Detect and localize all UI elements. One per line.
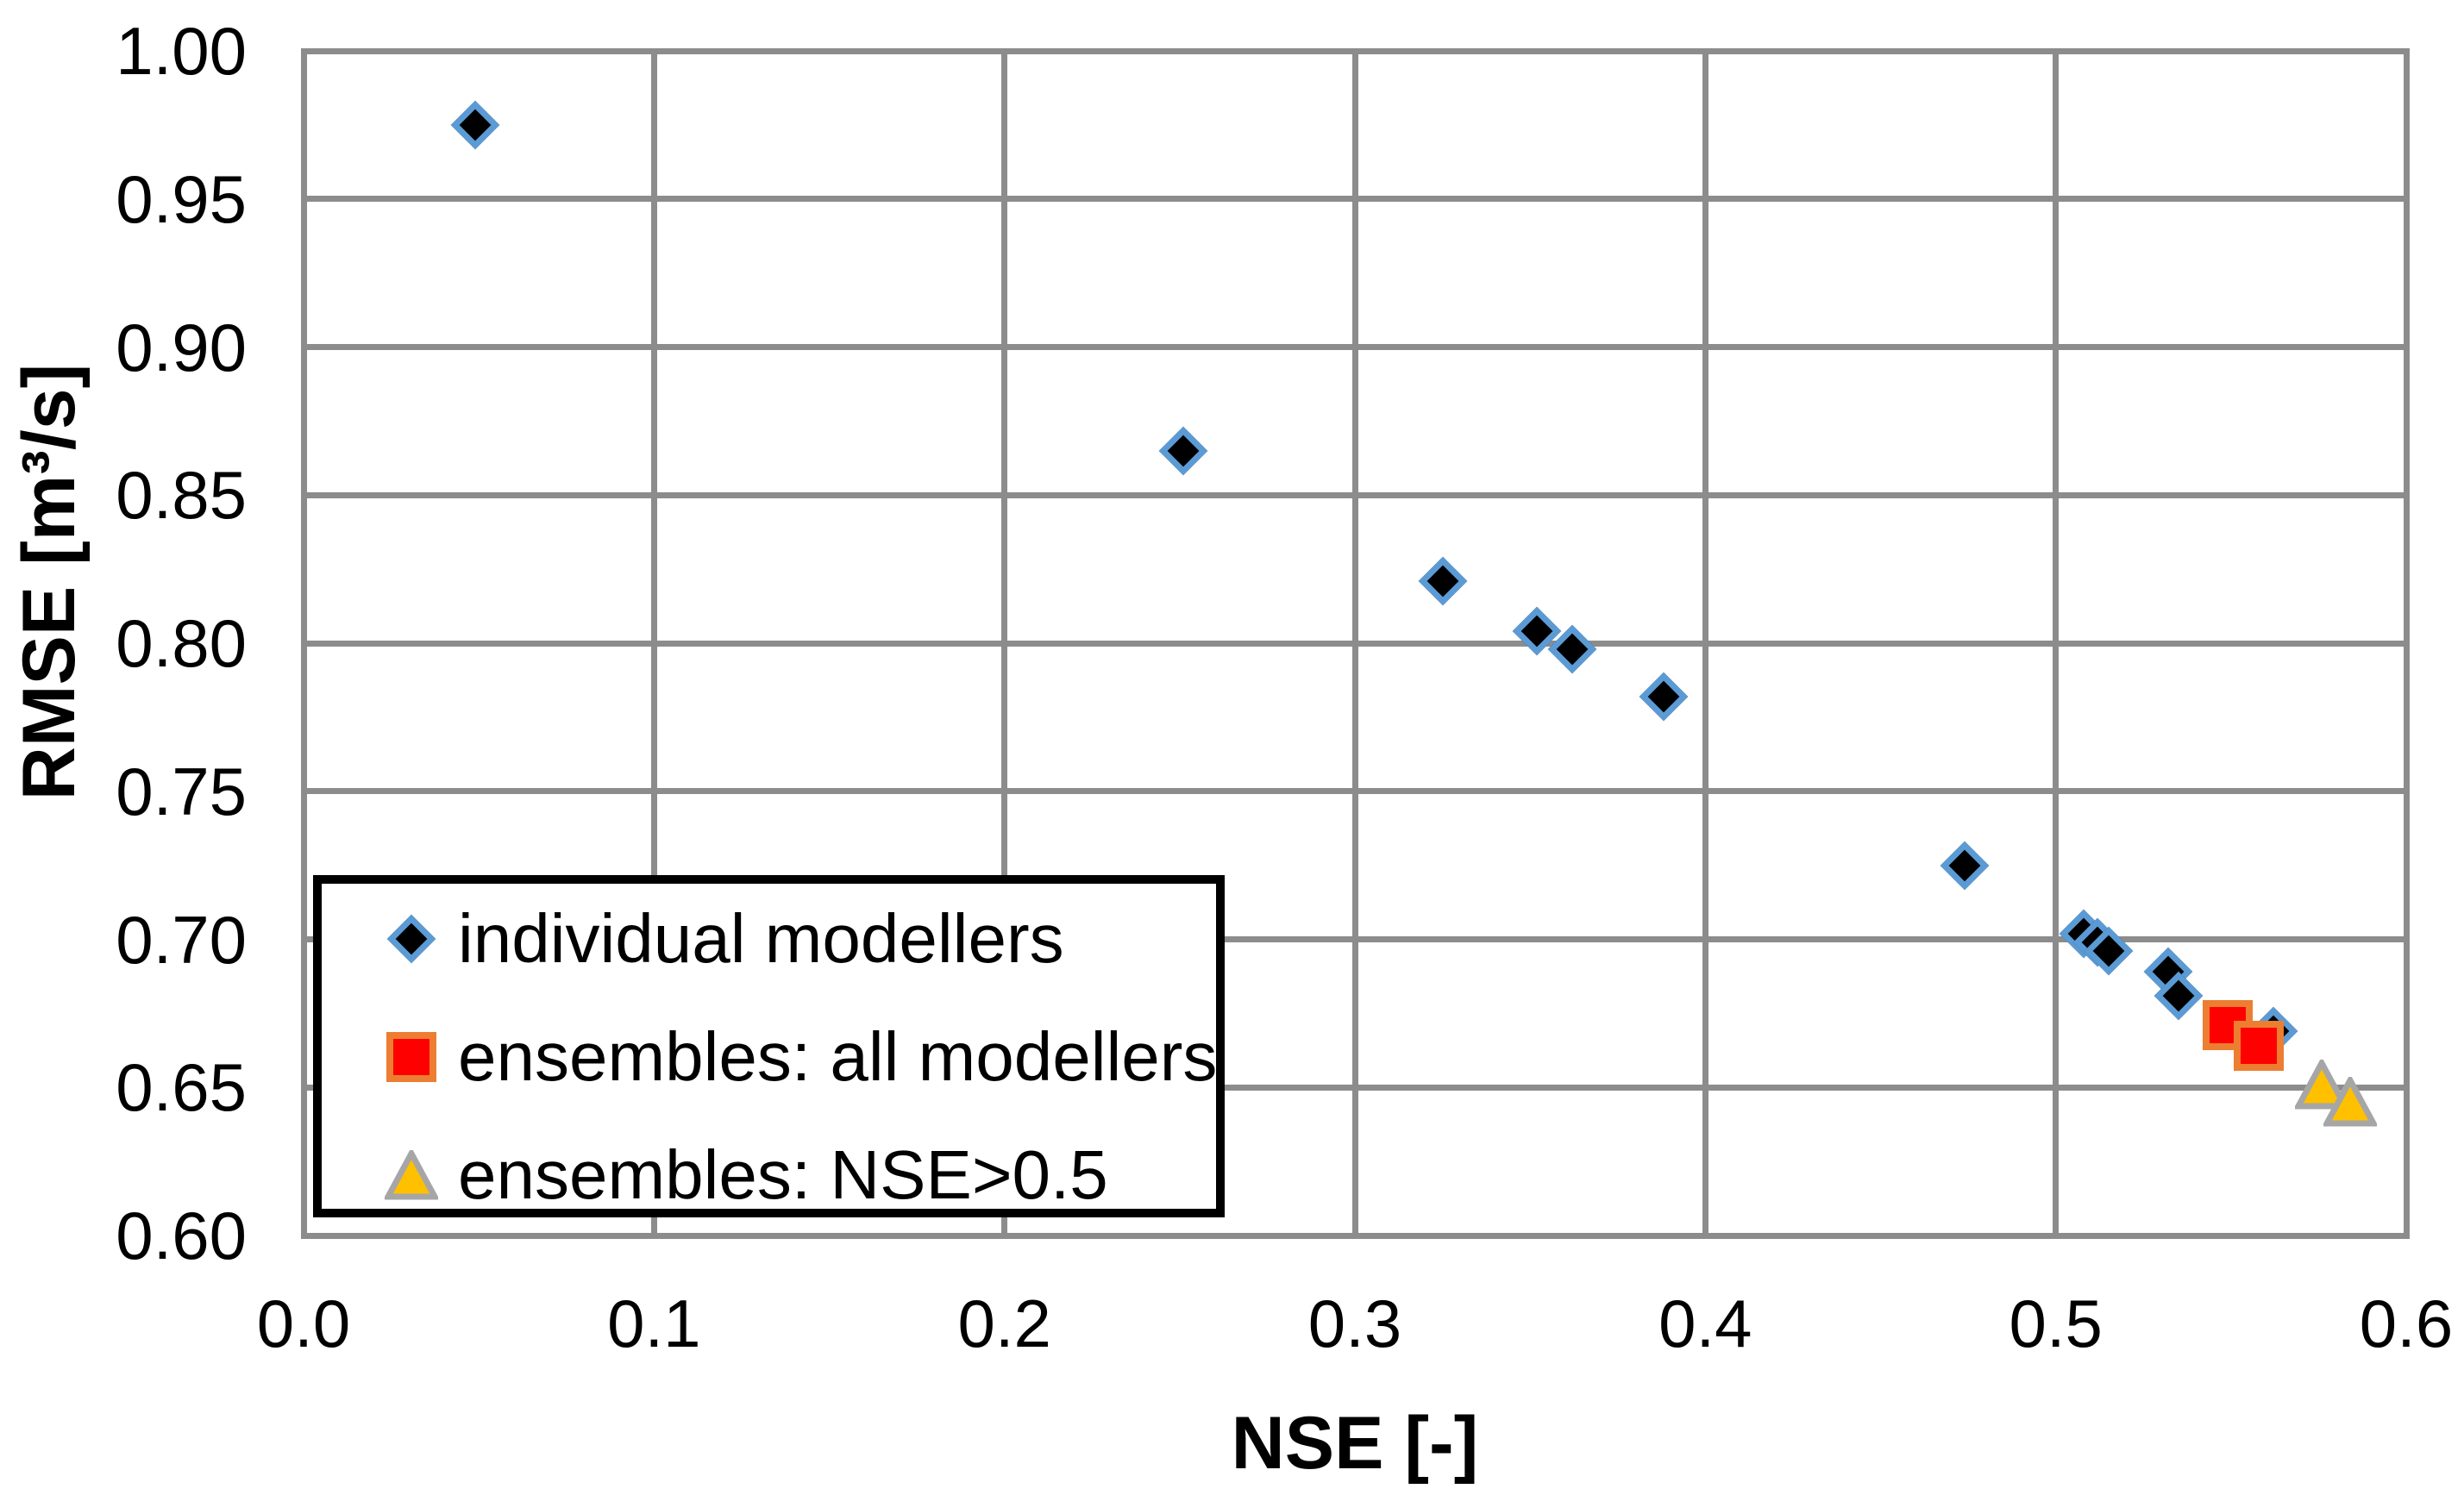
data-point-triangle	[2323, 1077, 2377, 1127]
data-point-triangle	[2295, 1059, 2349, 1110]
x-tick-label: 0.6	[2359, 1285, 2454, 1361]
gridline-horizontal	[300, 47, 2410, 54]
legend-label: ensembles: all modellers	[458, 1018, 1218, 1095]
data-point-diamond	[1158, 426, 1208, 476]
gridline-horizontal	[300, 936, 2410, 942]
gridline-horizontal	[300, 788, 2410, 795]
square-marker-icon	[384, 1029, 439, 1085]
data-point-diamond	[450, 100, 500, 150]
gridline-horizontal	[300, 491, 2410, 498]
x-tick-label: 0.0	[256, 1285, 351, 1361]
gridline-horizontal	[300, 640, 2410, 647]
data-point-square	[2234, 1021, 2285, 1072]
triangle-marker-icon	[384, 1148, 439, 1203]
y-tick-label: 1.00	[116, 13, 247, 89]
y-tick-label: 0.80	[116, 605, 247, 681]
x-tick-label: 0.4	[1658, 1285, 1752, 1361]
gridline-horizontal	[300, 344, 2410, 350]
gridline-horizontal	[300, 1084, 2410, 1091]
x-tick-label: 0.2	[957, 1285, 1051, 1361]
legend-item-ensembles-nse: ensembles: NSE>0.5	[322, 1132, 1216, 1218]
legend-item-individual-modellers: individual modellers	[322, 896, 1216, 982]
legend-item-ensembles-all: ensembles: all modellers	[322, 1014, 1218, 1100]
data-point-diamond	[1940, 841, 1990, 890]
legend-label: individual modellers	[458, 900, 1064, 977]
y-tick-label: 0.70	[116, 901, 247, 978]
y-tick-label: 0.60	[116, 1198, 247, 1273]
x-axis-title: NSE [-]	[1231, 1402, 1479, 1485]
legend-label: ensembles: NSE>0.5	[458, 1136, 1108, 1213]
y-axis-title: RMSE [m³/s]	[8, 363, 91, 801]
data-point-diamond	[1639, 672, 1688, 722]
gridline-horizontal	[300, 196, 2410, 203]
data-point-diamond	[1418, 556, 1467, 606]
diamond-marker-icon	[384, 911, 439, 966]
y-tick-label: 0.65	[116, 1049, 247, 1126]
y-tick-label: 0.95	[116, 160, 247, 237]
x-tick-label: 0.5	[2009, 1285, 2103, 1361]
gridline-horizontal	[300, 1232, 2410, 1239]
x-tick-label: 0.1	[607, 1285, 701, 1361]
y-tick-label: 0.90	[116, 309, 247, 385]
y-tick-label: 0.85	[116, 457, 247, 534]
legend-box: individual modellers ensembles: all mode…	[313, 875, 1225, 1217]
y-tick-label: 0.75	[116, 753, 247, 829]
x-tick-label: 0.3	[1307, 1285, 1402, 1361]
